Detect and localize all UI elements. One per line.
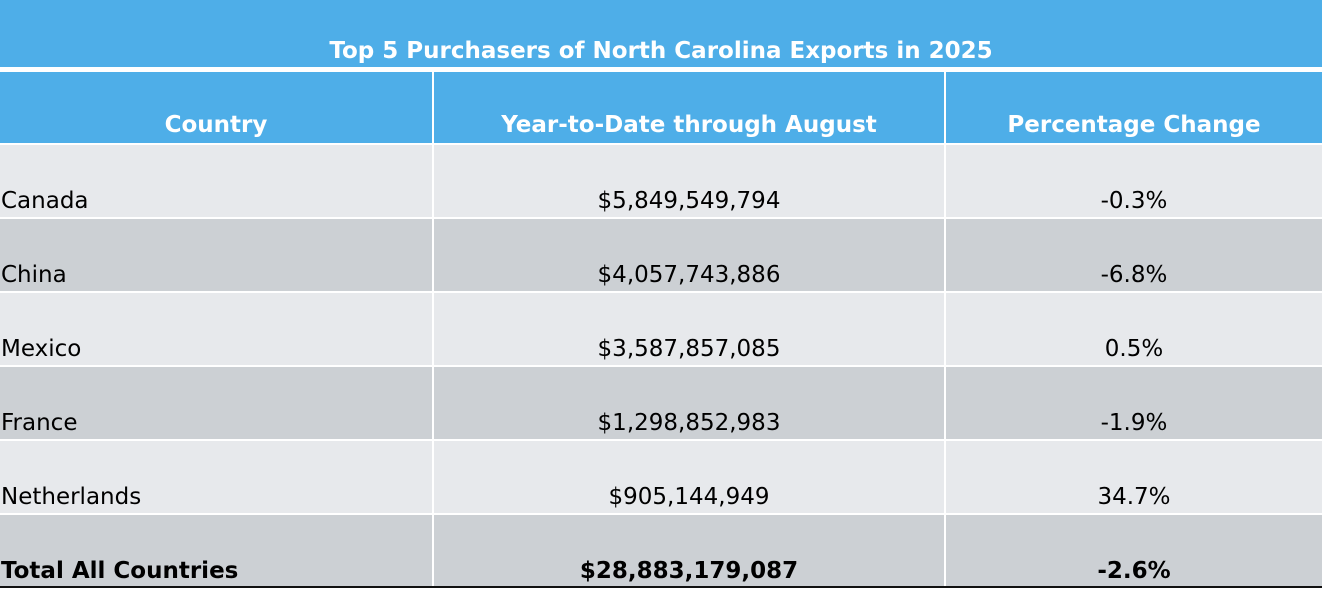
country-cell: Netherlands: [1, 484, 142, 510]
country-cell: Canada: [1, 188, 89, 214]
table-row: Mexico $3,587,857,085 0.5%: [0, 293, 1322, 365]
header-country: Country: [164, 112, 268, 138]
ytd-cell: $3,587,857,085: [597, 336, 781, 362]
header-percentage-change: Percentage Change: [1007, 112, 1261, 138]
total-change: -2.6%: [1097, 558, 1171, 584]
country-cell: China: [1, 262, 67, 288]
row-divider: [0, 217, 1322, 219]
country-cell: Mexico: [1, 336, 82, 362]
title-divider: [0, 67, 1322, 72]
header-ytd: Year-to-Date through August: [501, 112, 877, 138]
table-bottom-rule: [0, 586, 1322, 588]
country-cell: France: [1, 410, 78, 436]
change-cell: -1.9%: [1100, 410, 1168, 436]
ytd-cell: $905,144,949: [608, 484, 770, 510]
ytd-cell: $4,057,743,886: [597, 262, 781, 288]
row-divider: [0, 513, 1322, 515]
row-divider: [0, 365, 1322, 367]
row-divider: [0, 439, 1322, 441]
change-cell: -0.3%: [1100, 188, 1168, 214]
header-row: Country Year-to-Date through August Perc…: [0, 72, 1322, 143]
table-title-bar: Top 5 Purchasers of North Carolina Expor…: [0, 0, 1322, 67]
change-cell: 0.5%: [1104, 336, 1164, 362]
row-divider: [0, 291, 1322, 293]
change-cell: -6.8%: [1100, 262, 1168, 288]
total-ytd: $28,883,179,087: [579, 558, 799, 584]
ytd-cell: $5,849,549,794: [597, 188, 781, 214]
table-title: Top 5 Purchasers of North Carolina Expor…: [329, 38, 993, 64]
row-divider: [0, 143, 1322, 145]
change-cell: 34.7%: [1097, 484, 1171, 510]
ytd-cell: $1,298,852,983: [597, 410, 781, 436]
table-row: Canada $5,849,549,794 -0.3%: [0, 145, 1322, 217]
total-row: Total All Countries $28,883,179,087 -2.6…: [0, 515, 1322, 586]
column-divider: [944, 72, 946, 586]
total-label: Total All Countries: [1, 558, 239, 584]
column-divider: [432, 72, 434, 586]
table-row: France $1,298,852,983 -1.9%: [0, 367, 1322, 439]
table-row: China $4,057,743,886 -6.8%: [0, 219, 1322, 291]
table-row: Netherlands $905,144,949 34.7%: [0, 441, 1322, 513]
